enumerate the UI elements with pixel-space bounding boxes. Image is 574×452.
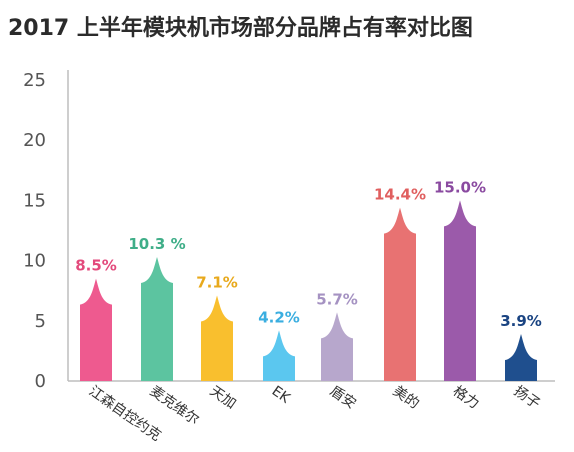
data-label: 3.9% xyxy=(500,312,542,330)
bar xyxy=(201,295,233,381)
bar xyxy=(384,207,416,381)
data-label: 8.5% xyxy=(75,257,117,275)
data-label: 15.0% xyxy=(434,178,486,196)
x-tick-label: 美的 xyxy=(390,383,422,412)
y-tick-label: 20 xyxy=(23,130,46,151)
x-tick-label: 扬子 xyxy=(511,383,543,412)
data-label: 14.4% xyxy=(374,186,426,204)
bar xyxy=(505,334,537,381)
x-tick-label: EK xyxy=(269,383,294,407)
chart-title: 2017 上半年模块机市场部分品牌占有率对比图 xyxy=(8,16,473,41)
bar xyxy=(321,312,353,381)
data-label: 7.1% xyxy=(196,274,238,292)
data-label: 4.2% xyxy=(258,308,300,326)
y-tick-label: 25 xyxy=(23,70,46,91)
x-tick-label: 天加 xyxy=(207,383,239,412)
bar xyxy=(141,256,173,381)
bar xyxy=(80,278,112,381)
y-tick-label: 10 xyxy=(23,251,46,272)
data-label: 10.3 % xyxy=(128,235,185,253)
data-label: 5.7% xyxy=(316,290,358,308)
x-tick-label: 麦克维尔 xyxy=(147,383,202,428)
y-tick-label: 0 xyxy=(35,371,46,392)
y-tick-label: 5 xyxy=(35,311,46,332)
bar xyxy=(444,200,476,381)
x-tick-label: 格力 xyxy=(450,383,482,412)
bars xyxy=(80,200,537,381)
y-tick-label: 15 xyxy=(23,190,46,211)
bar xyxy=(263,330,295,381)
x-tick-label: 盾安 xyxy=(327,383,359,412)
